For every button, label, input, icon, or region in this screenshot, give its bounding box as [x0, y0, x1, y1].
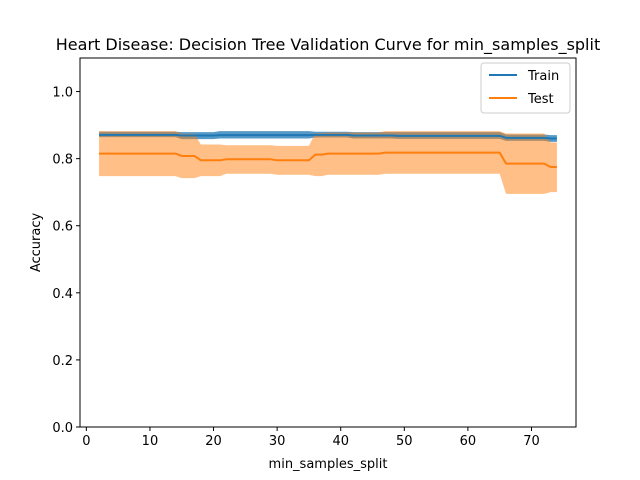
- train-series-line: [99, 133, 557, 140]
- legend: Train Test: [480, 62, 571, 114]
- x-tick-label: 30: [269, 434, 286, 449]
- x-tick-label: 50: [396, 434, 413, 449]
- plot-area: [79, 57, 577, 428]
- y-tick-label: 0.4: [52, 287, 73, 302]
- x-axis-ticks: 0 10 20 30 40 50 60 70: [82, 427, 540, 449]
- y-tick-label: 0.0: [52, 421, 73, 436]
- y-axis-label: Accuracy: [29, 213, 44, 273]
- y-tick-label: 0.8: [52, 153, 73, 168]
- axes-frame: [79, 57, 577, 428]
- y-tick-label: 0.6: [52, 220, 73, 235]
- legend-test-label: Test: [527, 92, 554, 107]
- y-axis-ticks: 0.0 0.2 0.4 0.6 0.8 1.0: [52, 86, 80, 436]
- test-series-line: [99, 151, 557, 169]
- confidence-bands: [99, 131, 557, 194]
- x-tick-label: 10: [142, 434, 159, 449]
- x-tick-label: 40: [332, 434, 349, 449]
- y-tick-label: 0.2: [52, 354, 73, 369]
- test-confidence-band: [99, 131, 557, 194]
- x-tick-label: 20: [205, 434, 222, 449]
- x-axis-label: min_samples_split: [269, 457, 388, 472]
- chart-title: Heart Disease: Decision Tree Validation …: [56, 35, 600, 55]
- legend-train-label: Train: [527, 69, 559, 84]
- series-lines: [99, 133, 557, 169]
- y-tick-label: 1.0: [52, 86, 73, 101]
- x-tick-label: 60: [460, 434, 477, 449]
- x-tick-label: 0: [82, 434, 90, 449]
- x-tick-label: 70: [523, 434, 540, 449]
